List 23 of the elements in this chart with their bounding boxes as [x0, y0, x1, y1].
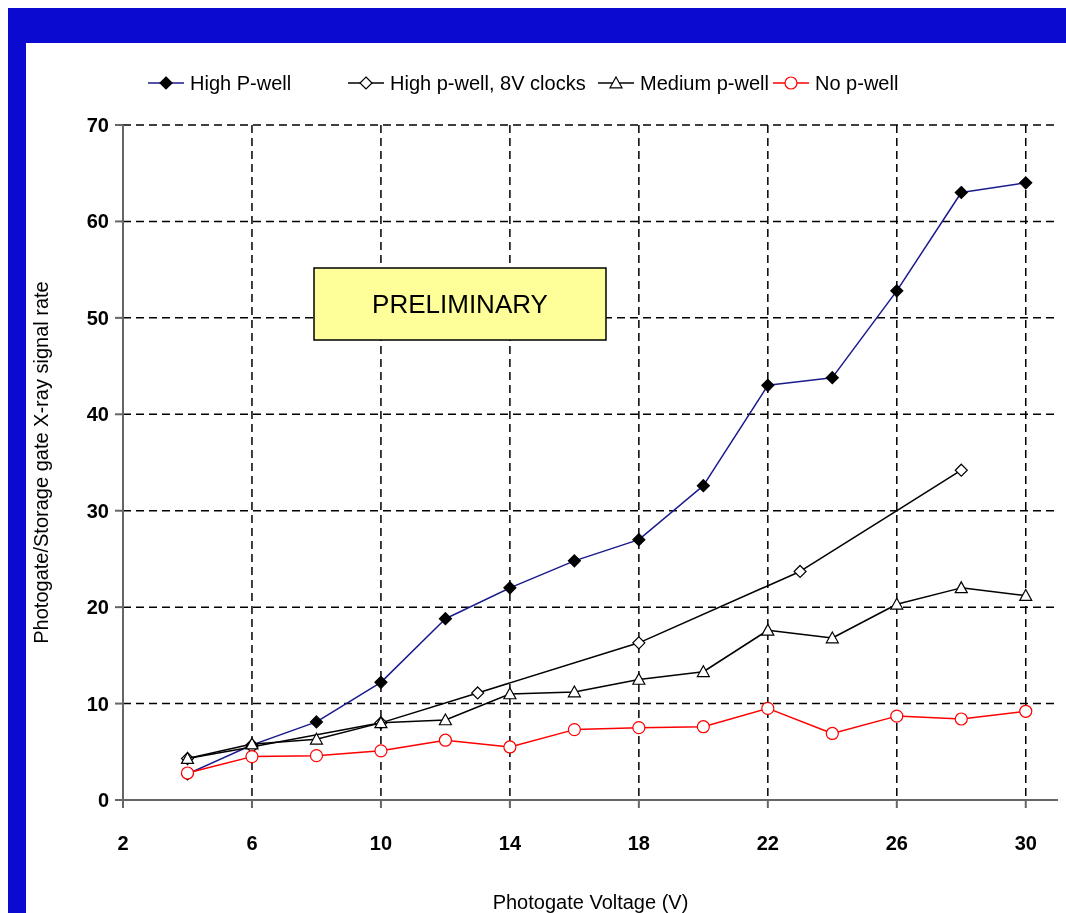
y-tick-label: 60	[86, 210, 109, 233]
x-tick-label: 10	[369, 832, 393, 854]
annotation: PRELIMINARY	[372, 289, 548, 320]
y-tick-label: 50	[86, 306, 109, 329]
x-tick-label: 30	[1014, 832, 1037, 854]
y-tick-label: 20	[86, 596, 109, 619]
legend-label: Medium p-well	[640, 72, 769, 94]
x-tick-label: 22	[756, 832, 779, 854]
legend-label: No p-well	[815, 72, 899, 94]
x-tick-label: 2	[117, 832, 129, 854]
legend-label: High p-well, 8V clocks	[390, 72, 586, 94]
y-tick-label: 10	[86, 692, 109, 715]
x-tick-label: 26	[885, 832, 908, 854]
y-axis-title: Photogate/Storage gate X-ray signal rate	[30, 281, 52, 644]
y-tick-label: 30	[86, 499, 109, 522]
x-tick-label: 6	[246, 832, 258, 854]
y-tick-label: 40	[86, 403, 109, 426]
y-tick-label: 0	[97, 789, 109, 811]
x-tick-label: 14	[498, 832, 522, 854]
y-tick-label: 70	[86, 114, 109, 136]
x-tick-label: 18	[627, 832, 650, 854]
legend-label: High P-well	[190, 72, 292, 94]
x-axis-title: Photogate Voltage (V)	[492, 891, 689, 913]
